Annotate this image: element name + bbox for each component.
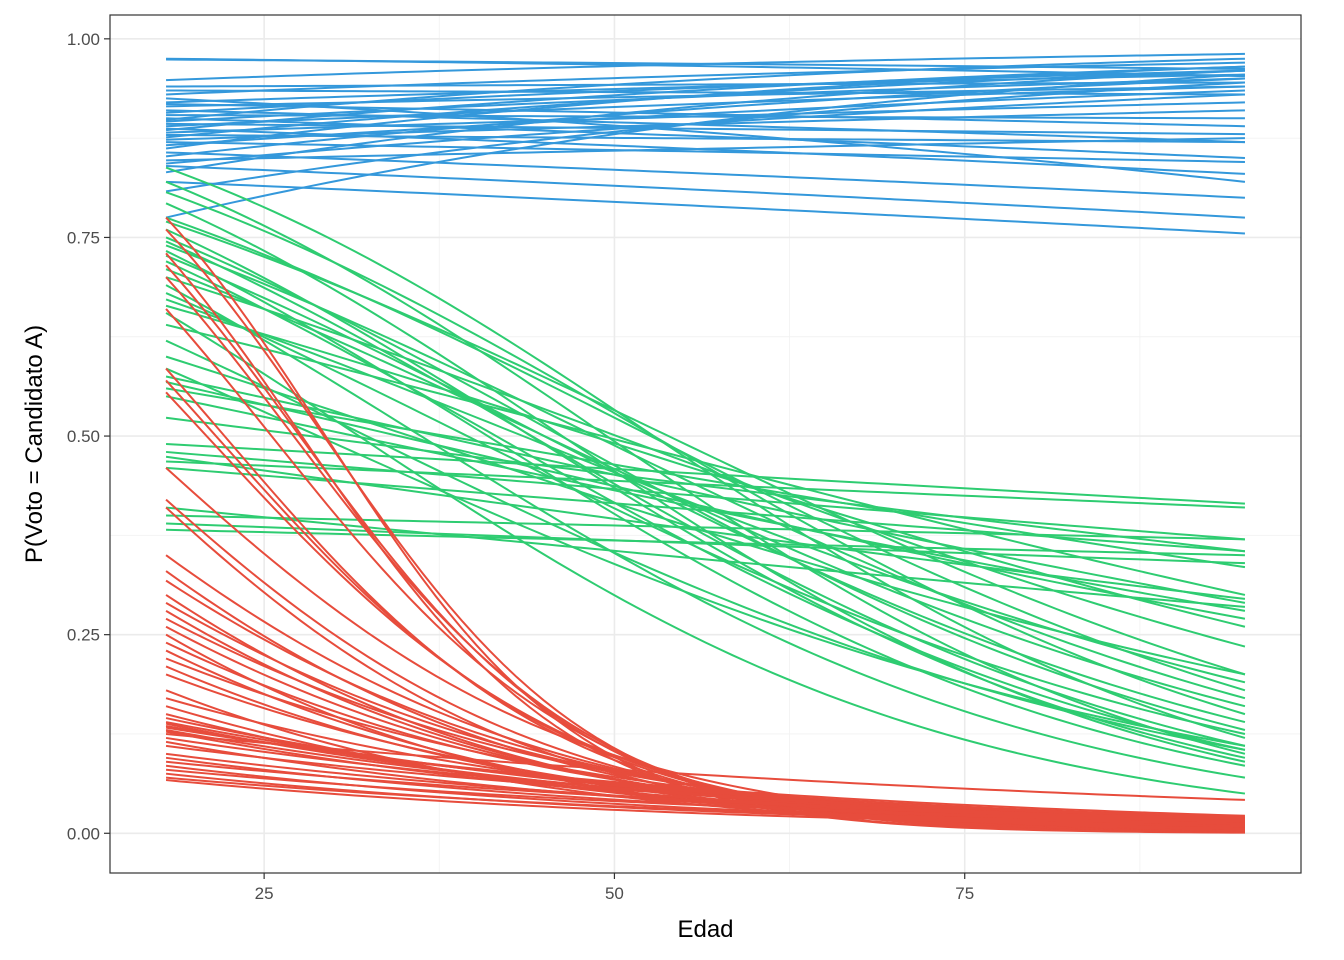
series-line-group2 bbox=[165, 236, 1246, 731]
series-line-group2 bbox=[165, 166, 1246, 739]
series-line-group3 bbox=[165, 732, 1245, 801]
series-line-group2 bbox=[165, 339, 1246, 751]
series-line-group1 bbox=[165, 89, 1245, 147]
series-line-group1 bbox=[166, 137, 1245, 162]
series-line-group3 bbox=[165, 776, 1245, 825]
series-line-group3 bbox=[165, 760, 1245, 820]
series-line-group2 bbox=[165, 191, 1246, 716]
series-line-group2 bbox=[166, 514, 1245, 541]
series-line-group3 bbox=[165, 744, 1245, 819]
x-tick-label: 25 bbox=[255, 884, 274, 903]
series-line-group1 bbox=[165, 73, 1246, 219]
y-tick-label: 0.25 bbox=[67, 626, 100, 645]
series-line-group1 bbox=[166, 180, 1246, 235]
series-line-group3 bbox=[165, 779, 1245, 828]
x-tick-label: 50 bbox=[605, 884, 624, 903]
series-line-group1 bbox=[166, 151, 1245, 199]
series-line-group2 bbox=[165, 284, 1246, 779]
series-line-group2 bbox=[165, 381, 1246, 620]
series-line-group2 bbox=[165, 276, 1246, 648]
series-line-group2 bbox=[166, 528, 1245, 557]
series-line-group2 bbox=[165, 312, 1246, 795]
y-tick-label: 1.00 bbox=[67, 30, 100, 49]
series-line-group2 bbox=[165, 466, 1246, 553]
series-line-group2 bbox=[165, 395, 1246, 612]
panel-border bbox=[109, 14, 1302, 874]
series-line-group2 bbox=[165, 375, 1246, 604]
series-line-group2 bbox=[165, 323, 1246, 596]
series-line-group1 bbox=[166, 122, 1245, 136]
series-line-group1 bbox=[166, 85, 1245, 128]
series-line-group2 bbox=[165, 443, 1246, 505]
series-line-group2 bbox=[165, 387, 1246, 569]
x-axis: 25 50 75 bbox=[255, 873, 974, 903]
y-tick-label: 0.50 bbox=[67, 427, 100, 446]
y-tick-label: 0.75 bbox=[67, 228, 100, 247]
y-tick-label: 0.00 bbox=[67, 824, 100, 843]
series-line-group2 bbox=[165, 244, 1246, 700]
y-axis: 0.00 0.25 0.50 0.75 1.00 bbox=[67, 30, 110, 843]
x-tick-label: 75 bbox=[955, 884, 974, 903]
series-line-group1 bbox=[165, 69, 1245, 174]
series-line-group1 bbox=[166, 52, 1245, 82]
series-line-group1 bbox=[166, 164, 1246, 219]
y-axis-title: P(Voto = Candidato A) bbox=[21, 325, 48, 563]
series-line-group1 bbox=[166, 117, 1245, 159]
series-line-group1 bbox=[165, 65, 1245, 150]
series-line-group1 bbox=[166, 61, 1245, 96]
plot-panel bbox=[109, 14, 1302, 874]
series-line-group2 bbox=[165, 506, 1246, 608]
series-line-group3 bbox=[165, 772, 1245, 827]
series-line-group3 bbox=[165, 726, 1245, 817]
series-line-group2 bbox=[165, 416, 1246, 553]
x-axis-title: Edad bbox=[677, 916, 733, 943]
series-line-group2 bbox=[165, 367, 1246, 747]
series-line-group2 bbox=[165, 220, 1246, 676]
series-line-group2 bbox=[165, 292, 1246, 735]
series-lines bbox=[165, 52, 1246, 834]
series-line-group2 bbox=[165, 250, 1246, 767]
series-line-group1 bbox=[165, 65, 1245, 132]
series-line-group2 bbox=[165, 240, 1246, 747]
series-line-group1 bbox=[165, 57, 1245, 121]
series-line-group3 bbox=[165, 768, 1245, 823]
